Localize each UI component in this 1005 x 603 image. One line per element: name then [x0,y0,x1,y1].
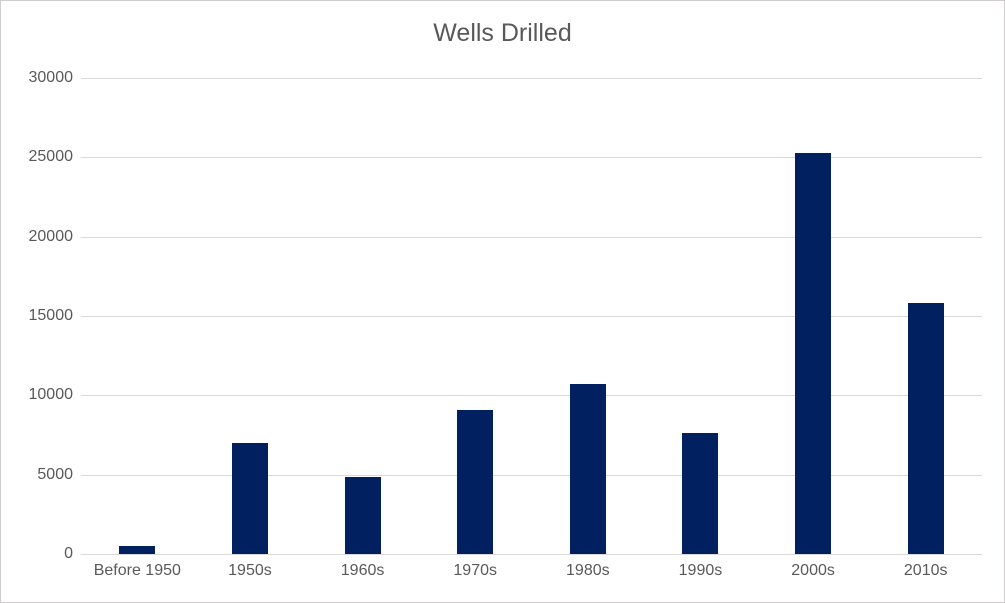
bar-cell [532,78,645,554]
x-axis-line [81,554,982,555]
bar-1990s [682,432,719,554]
bar-cell [81,78,194,554]
x-tick-label: 2010s [903,562,948,579]
bar-cell [644,78,757,554]
bar-1950s [231,442,268,554]
bar-1960s [344,477,381,554]
bar-cell [306,78,419,554]
gridline [81,157,982,159]
x-tick-label: 1950s [228,562,272,579]
bar-cell [194,78,307,554]
bar-1980s [569,384,606,554]
bar-cell [419,78,532,554]
bar-cell [869,78,982,554]
x-tick-label: 1980s [566,562,610,579]
y-tick-label: 15000 [28,307,74,324]
x-tick-label: 1960s [340,562,385,579]
gridline [81,395,982,397]
gridline [81,236,982,238]
y-tick-label: 5000 [37,465,73,483]
bar-2000s [795,152,832,554]
gridlines-layer [81,78,982,554]
x-tick-label: Before 1950 [93,562,181,579]
x-tick-label: 1990s [678,562,723,579]
plot-area [81,78,982,555]
y-tick-label: 10000 [28,386,74,404]
x-tick-label: 1970s [453,562,497,579]
y-tick-label: 20000 [28,227,74,245]
bar-2010s [907,302,944,554]
bars-layer [81,78,982,554]
chart-title: Wells Drilled [433,19,572,47]
y-tick-label: 0 [64,545,73,562]
x-tick-label: 2000s [791,562,835,579]
bar-cell [757,78,870,554]
y-axis: 0 5000 10000 15000 20000 25000 30000 [1,70,74,562]
x-axis: Before 1950 1950s 1960s 1970s 1980s 1990s 2000… [81,563,982,579]
gridline [81,316,982,317]
bar-before-1950 [119,546,156,554]
y-tick-label: 25000 [28,148,74,166]
y-tick-label: 30000 [28,69,74,86]
bar-1970s [457,409,494,554]
gridline [81,474,982,476]
gridline [81,78,982,79]
